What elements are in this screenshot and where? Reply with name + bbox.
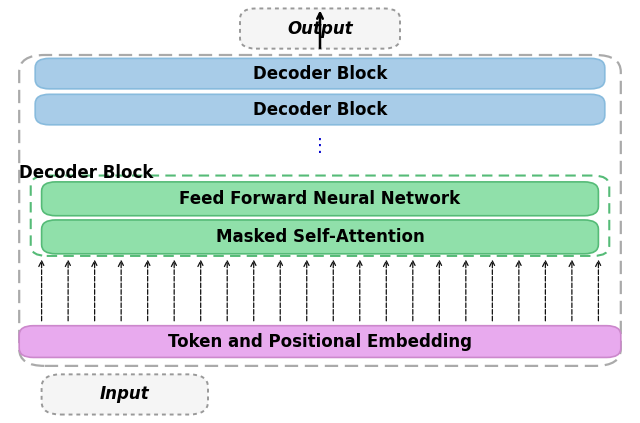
Text: Output: Output [287, 19, 353, 38]
FancyBboxPatch shape [35, 94, 605, 125]
Text: Input: Input [100, 385, 150, 404]
FancyBboxPatch shape [19, 326, 621, 357]
Text: Decoder Block: Decoder Block [253, 65, 387, 82]
FancyBboxPatch shape [42, 374, 208, 415]
Text: Decoder Block: Decoder Block [19, 165, 154, 182]
FancyBboxPatch shape [35, 58, 605, 89]
FancyBboxPatch shape [42, 220, 598, 254]
Text: Token and Positional Embedding: Token and Positional Embedding [168, 332, 472, 351]
FancyBboxPatch shape [42, 182, 598, 216]
Text: Decoder Block: Decoder Block [253, 101, 387, 118]
Text: Masked Self-Attention: Masked Self-Attention [216, 228, 424, 246]
FancyBboxPatch shape [240, 8, 400, 49]
Text: ⋮: ⋮ [311, 137, 329, 155]
Text: Feed Forward Neural Network: Feed Forward Neural Network [179, 190, 461, 208]
